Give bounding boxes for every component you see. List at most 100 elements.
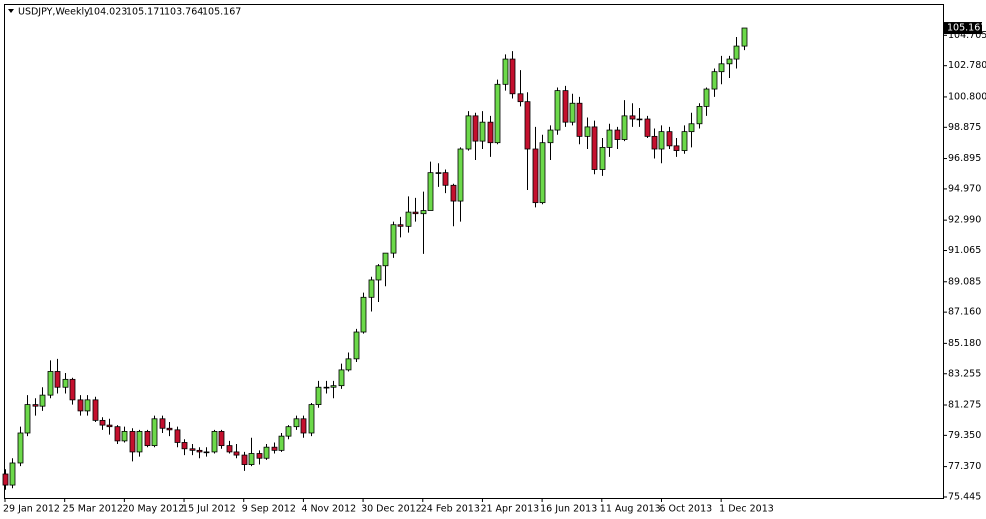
candle <box>308 403 315 437</box>
body <box>69 378 76 401</box>
body <box>278 435 285 451</box>
plot-frame <box>4 4 944 499</box>
menu-triangle[interactable] <box>8 9 14 13</box>
header-close: 105.167 <box>202 7 241 18</box>
price-label: 105.167 <box>947 23 986 34</box>
candle <box>121 426 128 443</box>
body <box>353 331 360 360</box>
x-tick-label: 6 Oct 2013 <box>659 504 712 515</box>
body <box>741 27 748 47</box>
candle <box>293 415 300 430</box>
body <box>539 142 546 204</box>
candle <box>524 92 531 191</box>
candle <box>47 360 54 399</box>
body <box>397 224 404 227</box>
candle <box>375 264 382 303</box>
candle <box>9 458 16 489</box>
body <box>711 71 718 90</box>
y-tick-label: 75.445 <box>948 491 981 502</box>
body <box>517 93 524 103</box>
candle <box>606 123 613 157</box>
candle <box>487 115 494 157</box>
candle <box>569 93 576 126</box>
candle <box>591 120 598 175</box>
body <box>457 148 464 202</box>
candle <box>285 425 292 440</box>
candle <box>584 117 591 149</box>
body <box>390 224 397 254</box>
candle <box>77 395 84 416</box>
candle <box>517 70 524 107</box>
body <box>203 451 210 454</box>
body <box>494 83 501 144</box>
candle <box>368 276 375 312</box>
y-tick-label: 81.275 <box>948 399 981 410</box>
candle <box>629 103 636 127</box>
body <box>666 131 673 147</box>
body <box>77 399 84 412</box>
body <box>114 426 121 442</box>
candle <box>99 417 106 430</box>
candle <box>711 68 718 97</box>
candle <box>323 380 330 394</box>
candle <box>54 358 61 394</box>
candle <box>248 437 255 467</box>
candle <box>166 421 173 437</box>
body <box>442 172 449 186</box>
candle <box>106 418 113 435</box>
candle <box>203 447 210 457</box>
candle <box>330 380 337 399</box>
candle <box>718 55 725 85</box>
candle <box>696 103 703 129</box>
x-tick-label: 1 Dec 2013 <box>719 504 774 515</box>
candle <box>509 51 516 99</box>
y-tick-label: 96.895 <box>948 153 981 164</box>
body <box>2 473 9 486</box>
y-tick-label: 100.800 <box>948 91 986 102</box>
body <box>174 429 181 443</box>
candle <box>658 125 665 164</box>
candle <box>271 442 278 454</box>
body <box>487 121 494 144</box>
candle <box>442 169 449 194</box>
body <box>412 211 419 215</box>
body <box>136 431 143 453</box>
body <box>151 418 158 447</box>
body <box>54 371 61 388</box>
body <box>420 210 427 215</box>
x-tick-label: 11 Aug 2013 <box>600 504 661 515</box>
body <box>308 404 315 434</box>
candle <box>666 126 673 149</box>
candle <box>644 115 651 138</box>
candle <box>315 380 322 408</box>
body <box>39 394 46 407</box>
body <box>166 427 173 431</box>
body <box>502 58 509 85</box>
body <box>681 131 688 151</box>
x-tick-label: 15 Jul 2012 <box>182 504 236 515</box>
candle <box>547 125 554 161</box>
y-tick-label: 92.990 <box>948 215 981 226</box>
body <box>285 426 292 437</box>
candle <box>338 363 345 389</box>
candle <box>412 197 419 222</box>
candle <box>189 444 196 456</box>
body <box>196 449 203 453</box>
body <box>271 446 278 451</box>
body <box>718 63 725 73</box>
body <box>129 431 136 453</box>
candle <box>196 447 203 459</box>
body <box>226 445 233 453</box>
header-low: 103.764 <box>164 7 203 18</box>
candle <box>614 126 621 149</box>
x-tick-label: 16 Jun 2013 <box>540 504 597 515</box>
body <box>189 448 196 451</box>
y-tick-label: 94.970 <box>948 183 981 194</box>
body <box>300 418 307 434</box>
body <box>338 369 345 387</box>
body <box>726 58 733 65</box>
y-tick-label: 91.065 <box>948 245 981 256</box>
x-tick-label: 24 Feb 2013 <box>421 504 480 515</box>
